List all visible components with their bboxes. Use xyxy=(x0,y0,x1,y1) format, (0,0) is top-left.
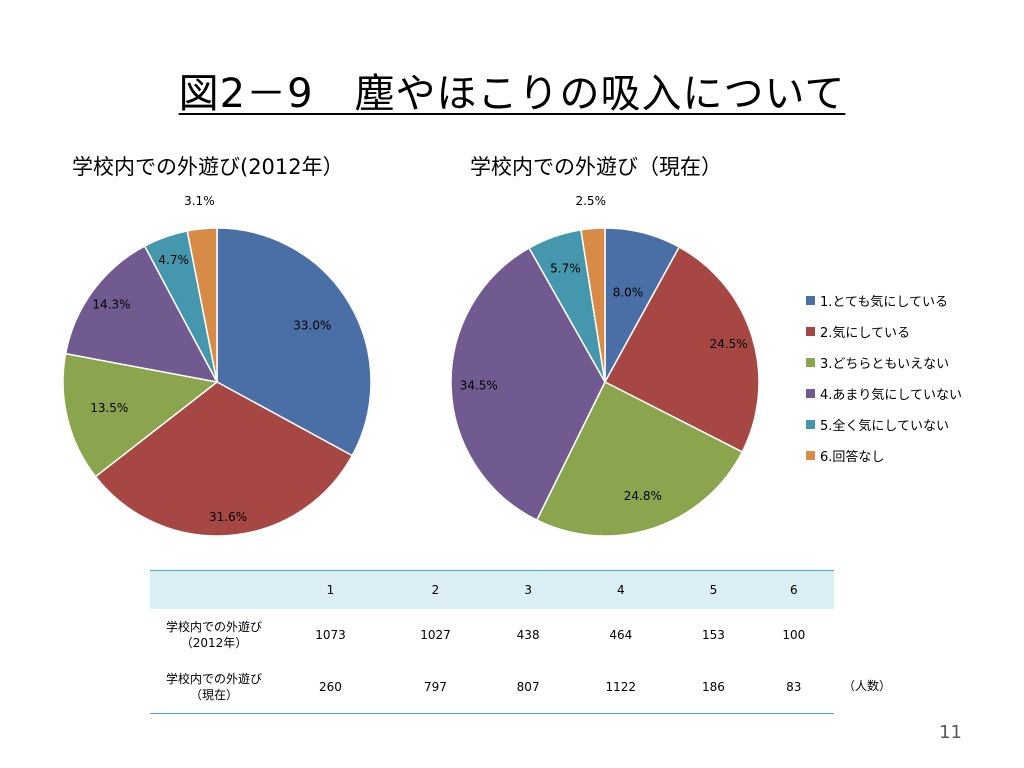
pie-data-label: 3.1% xyxy=(184,195,215,208)
table-header-cell: 2 xyxy=(382,570,488,609)
pie-slice xyxy=(64,245,219,384)
legend: 1.とても気にしている 2.気にしている 3.どちらともいえない 4.あまり気にしてい… xyxy=(806,285,962,471)
table-header-cell: 3 xyxy=(487,570,569,609)
table-header-cell: 4 xyxy=(568,570,674,609)
table-header-cell: 1 xyxy=(278,570,383,609)
legend-item: 6.回答なし xyxy=(806,440,962,471)
pie-slice xyxy=(62,352,219,478)
pie-data-label: 33.0% xyxy=(293,318,331,332)
legend-label: 5.全く気にしていない xyxy=(820,419,950,434)
legend-swatch xyxy=(806,389,815,398)
legend-label: 6.回答なし xyxy=(820,450,885,465)
table-cell: 83 xyxy=(786,680,802,694)
unit-label: （人数） xyxy=(843,679,892,693)
legend-item: 2.気にしている xyxy=(806,316,962,347)
pie-data-label: 4.7% xyxy=(158,253,189,267)
data-table: 1 2 3 4 5 6 学校内での外遊び （2012年） 1073 1027 43… xyxy=(150,570,834,714)
table-cell: 797 xyxy=(424,680,447,694)
pie-data-label: 5.7% xyxy=(550,262,581,276)
table-row: 学校内での外遊び （現在） 260 797 807 1122 186 83 xyxy=(150,661,834,714)
table-cell: 464 xyxy=(609,628,633,642)
table-header-cell: 5 xyxy=(673,570,754,609)
table-cell: 807 xyxy=(516,680,540,694)
legend-label: 3.どちらともいえない xyxy=(820,357,950,372)
pie-data-label: 13.5% xyxy=(90,401,128,415)
legend-swatch xyxy=(806,296,815,305)
pie-data-label: 14.3% xyxy=(92,298,130,312)
table-cell: 1122 xyxy=(605,680,637,694)
legend-label: 1.とても気にしている xyxy=(820,295,948,310)
table-cell: 153 xyxy=(701,628,725,642)
legend-swatch xyxy=(806,327,815,336)
table-row: 学校内での外遊び （2012年） 1073 1027 438 464 153 10… xyxy=(150,609,834,661)
pie-slice xyxy=(450,246,606,522)
table-header-cell xyxy=(150,570,278,609)
page-number: 11 xyxy=(939,722,962,743)
legend-item: 3.どちらともいえない xyxy=(806,347,962,378)
pie-slice xyxy=(580,227,606,383)
table-cell: 1073 xyxy=(315,628,346,642)
table-header-row: 1 2 3 4 5 6 xyxy=(150,570,834,609)
legend-item: 5.全く気にしていない xyxy=(806,409,962,440)
pie-data-label: 34.5% xyxy=(460,379,498,393)
table-header-cell: 6 xyxy=(753,570,834,609)
pie-charts: 33.0% 31.6% 13.5% 14.3% 4.7% 3.1% 8.0% 24.5% 24.… xyxy=(62,195,760,537)
legend-swatch xyxy=(806,451,815,460)
pie-slice xyxy=(186,227,218,383)
legend-label: 4.あまり気にしていない xyxy=(820,388,963,403)
table-cell: 186 xyxy=(701,680,725,694)
pie-data-label: 31.6% xyxy=(209,510,247,524)
table-cell: 100 xyxy=(782,628,806,642)
pie-slice xyxy=(603,246,760,453)
pie-chart-2012-title: 学校内での外遊び(2012年） xyxy=(72,155,344,179)
row-label: 学校内での外遊び （2012年） xyxy=(165,620,262,650)
legend-swatch xyxy=(806,420,815,429)
pie-slice xyxy=(535,380,744,537)
legend-label: 2.気にしている xyxy=(820,326,911,341)
pie-data-label: 8.0% xyxy=(613,286,644,300)
slide-title: 図2－9 塵やほこりの吸入について xyxy=(178,71,846,117)
table-cell: 438 xyxy=(516,628,540,642)
row-label: 学校内での外遊び （現在） xyxy=(165,672,262,702)
table-cell: 260 xyxy=(319,680,342,694)
pie-data-label: 2.5% xyxy=(575,195,606,208)
pie-data-label: 24.8% xyxy=(624,489,662,503)
table-cell: 1027 xyxy=(420,628,451,642)
legend-swatch xyxy=(806,358,815,367)
pie-chart-current-title: 学校内での外遊び（現在） xyxy=(470,155,722,179)
pie-slice xyxy=(216,227,372,457)
legend-item: 4.あまり気にしていない xyxy=(806,378,962,409)
pie-slice xyxy=(94,381,354,537)
legend-item: 1.とても気にしている xyxy=(806,285,962,316)
pie-data-label: 24.5% xyxy=(710,337,748,351)
